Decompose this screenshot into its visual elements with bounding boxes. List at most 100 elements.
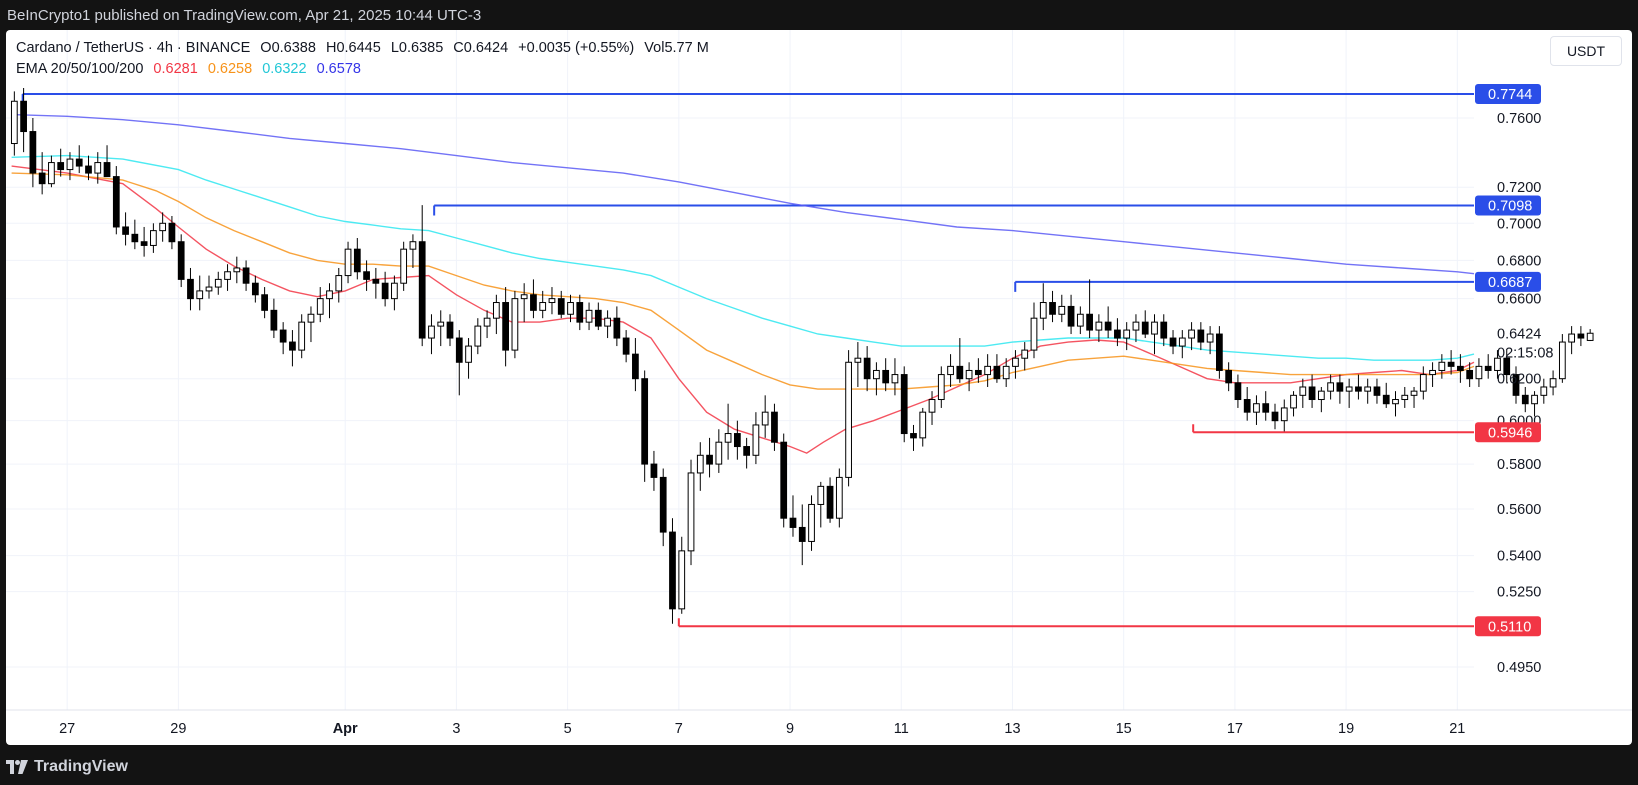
candle (1345, 378, 1353, 408)
ema-line-ema100 (11, 154, 1475, 361)
candle-body-up (1364, 386, 1372, 392)
candle (585, 302, 593, 331)
candle (1012, 350, 1019, 379)
candle-body-down (594, 309, 602, 327)
chart-panel[interactable]: 0.7600 0.7200 0.7000 0.6800 0.6600 0.6424 0.62… (6, 30, 1632, 745)
candle (1540, 378, 1548, 404)
candle-body-down (1234, 382, 1242, 401)
candle (353, 238, 361, 280)
candle (381, 271, 389, 307)
candle (650, 450, 658, 491)
candle-body-up (548, 298, 556, 304)
candle-body-down (1382, 394, 1390, 405)
candle-body-up (1327, 382, 1334, 392)
candle-body-up (400, 248, 408, 284)
candle (1197, 322, 1205, 351)
candle (678, 536, 686, 614)
candle-body-down (863, 357, 871, 380)
candle (511, 290, 519, 359)
candle (1373, 378, 1381, 404)
candle (48, 155, 55, 188)
candle-body-up (1540, 386, 1548, 396)
candle-body-down (780, 441, 788, 519)
candle-body-down (641, 378, 649, 465)
candle (1558, 334, 1566, 383)
candle (57, 148, 65, 177)
candle-body-up (1475, 365, 1483, 380)
candle-body-up (891, 374, 899, 384)
candle-body-up (233, 267, 241, 273)
candle-body-up (696, 454, 704, 474)
candle-body-up (937, 374, 945, 401)
candle (947, 354, 954, 387)
x-tick-label: 9 (786, 721, 794, 737)
candle-body-down (1308, 386, 1316, 401)
candle-body-down (956, 365, 964, 380)
candle-body-up (520, 294, 528, 300)
candle-body-up (1317, 390, 1325, 401)
candle (289, 330, 296, 367)
candle (242, 260, 250, 291)
candle-body-down (103, 162, 111, 178)
y-tick-label: 0.7000 (1497, 216, 1541, 232)
candle (391, 275, 398, 311)
candle-body-down (1243, 399, 1251, 413)
candle-body-up (1280, 407, 1288, 422)
candle (1317, 386, 1325, 413)
candle (372, 267, 380, 299)
candle-body-up (214, 278, 222, 288)
candle-body-up (159, 222, 167, 232)
candle (1392, 391, 1399, 417)
candle (1104, 306, 1112, 339)
ema-label[interactable]: EMA 20/50/100/200 (16, 61, 144, 77)
candle-body-up (604, 317, 611, 327)
candle-body-down (381, 282, 389, 300)
level-price-badge (1475, 195, 1541, 216)
tradingview-logo-icon (6, 760, 28, 774)
footer-bar: TradingView (0, 748, 1638, 785)
candle-body-down (1197, 329, 1205, 343)
candle-body-up (1568, 333, 1575, 343)
candle (1586, 329, 1594, 342)
candle (279, 322, 287, 355)
candle (669, 518, 676, 624)
candle (594, 302, 602, 331)
candle (817, 481, 825, 528)
ema-line-ema200 (11, 113, 1475, 275)
candle-body-up (1429, 369, 1436, 376)
candle-body-up (1151, 321, 1158, 335)
level-price-label: 0.5946 (1488, 425, 1532, 441)
candle-body-down (85, 165, 92, 174)
currency-button[interactable]: USDT (1550, 36, 1622, 66)
high-value: 0.6445 (336, 40, 381, 56)
candle-body-down (1521, 394, 1529, 405)
candle (706, 437, 713, 478)
candle-body-down (353, 248, 361, 273)
y-tick-label: 0.5250 (1497, 585, 1541, 601)
candle (131, 219, 139, 250)
candle-body-down (1169, 337, 1177, 347)
candle (659, 468, 667, 547)
tradingview-logo[interactable]: TradingView (6, 756, 128, 778)
y-tick-label: 0.5400 (1497, 549, 1541, 565)
legend-symbol-row: Cardano / TetherUS · 4h · BINANCE O0.638… (16, 38, 709, 59)
candle (298, 314, 306, 359)
symbol-label[interactable]: Cardano / TetherUS · 4h · BINANCE (16, 40, 251, 56)
candle (409, 234, 417, 268)
candle (1299, 378, 1307, 408)
y-tick-label: 0.4950 (1497, 660, 1541, 676)
candle-body-down (622, 337, 630, 355)
candle-body-down (1141, 321, 1149, 335)
candle-body-down (910, 433, 917, 439)
candle (150, 223, 157, 253)
candle-body-down (270, 309, 278, 331)
candle-body-up (94, 162, 102, 174)
grid (6, 30, 1632, 711)
candle (1049, 290, 1056, 323)
candle (974, 358, 982, 383)
candle-body-up (1178, 337, 1186, 347)
price-chart[interactable]: 0.7600 0.7200 0.7000 0.6800 0.6600 0.6424 0.62… (6, 30, 1632, 745)
candle-body-up (196, 290, 204, 300)
candle-body-down (1512, 374, 1520, 396)
candle-body-down (140, 241, 148, 246)
